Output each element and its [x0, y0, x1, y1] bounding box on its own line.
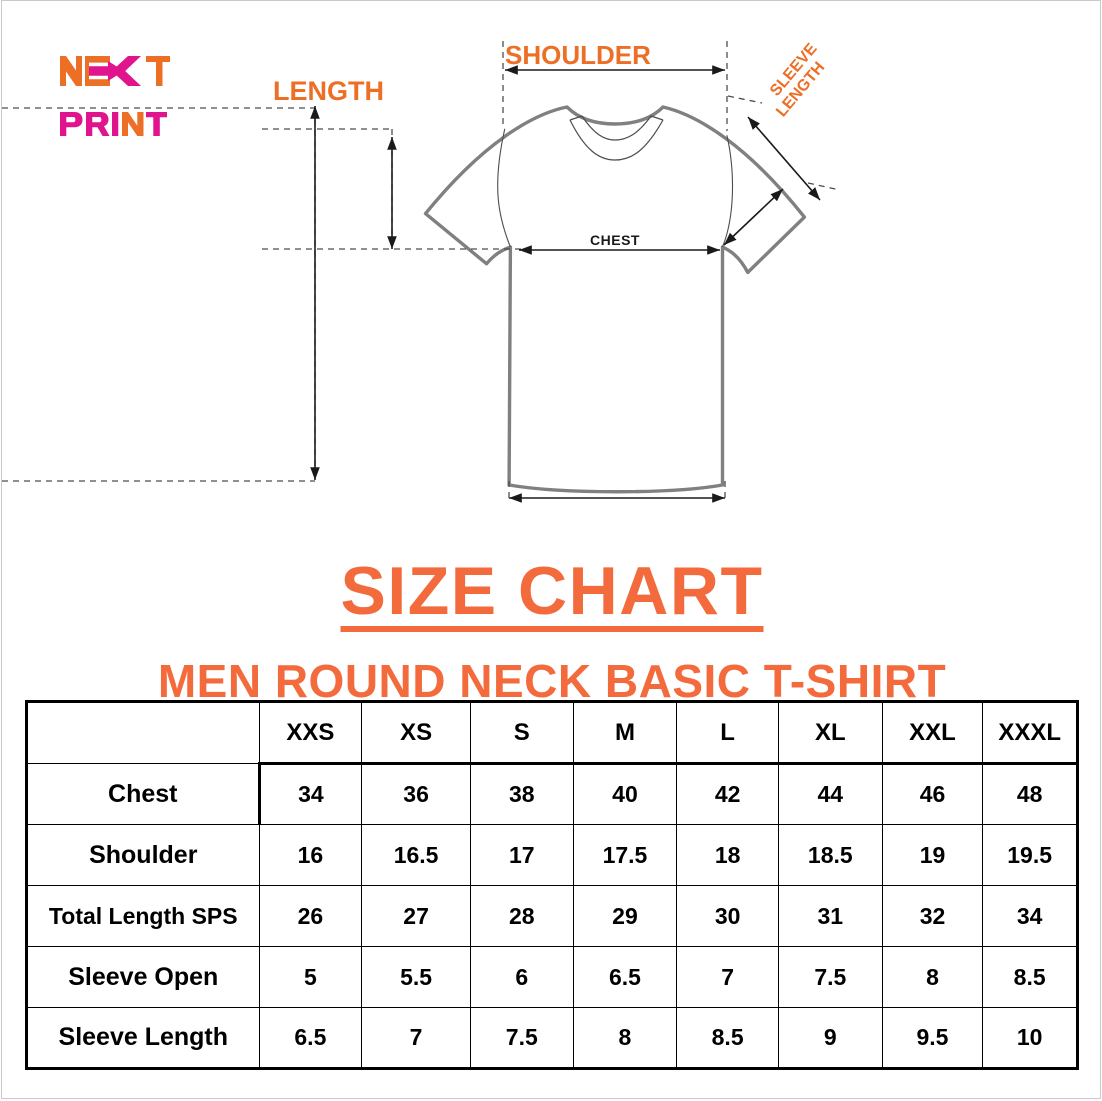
svg-text:CHEST: CHEST [590, 232, 640, 248]
svg-text:LENGTH: LENGTH [273, 76, 384, 106]
svg-text:SHOULDER: SHOULDER [505, 40, 651, 70]
svg-text:SLEEVE LENGTH: SLEEVE LENGTH [759, 37, 837, 120]
